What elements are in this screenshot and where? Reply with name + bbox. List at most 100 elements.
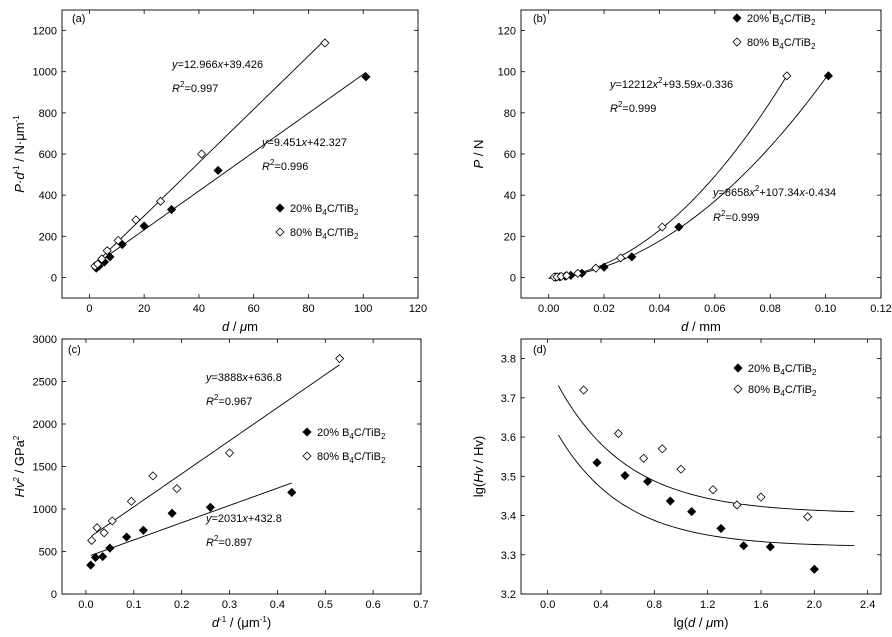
x-tick-label: 2.4 <box>860 599 875 611</box>
text-run: ) <box>267 615 271 630</box>
y-axis-label: P / N <box>471 140 486 169</box>
y-tick-label: 800 <box>39 108 57 120</box>
data-point-series-2 <box>99 528 109 538</box>
data-point-series-1 <box>105 252 115 262</box>
text-run: x <box>748 187 755 199</box>
text-run: / N·μm <box>12 122 27 165</box>
legend-marker <box>732 37 742 47</box>
text-run: 2 <box>354 232 359 241</box>
text-run: y <box>205 372 213 384</box>
data-point-series-1 <box>287 487 297 497</box>
text-run: =0.999 <box>725 212 759 224</box>
legend-label: 20% B4C/TiB2 <box>317 427 386 441</box>
data-point-series-2 <box>676 464 686 474</box>
r-squared-text: R2=0.999 <box>713 209 759 224</box>
x-tick-label: 2.0 <box>807 599 822 611</box>
text-run: -1 <box>12 115 21 123</box>
x-tick-label: 0.0 <box>78 599 93 611</box>
text-run: lg( <box>674 615 689 630</box>
y-tick-label: 3.7 <box>501 393 516 405</box>
x-tick-label: 0 <box>86 303 92 315</box>
text-run: R <box>610 103 618 115</box>
x-tick-label: 0.8 <box>647 599 662 611</box>
x-tick-label: 20 <box>138 303 150 315</box>
text-run: 2 <box>214 534 219 543</box>
x-tick-label: 0.04 <box>649 303 670 315</box>
text-run: -1 <box>219 615 227 624</box>
text-run: 2 <box>214 393 219 402</box>
text-run: 2 <box>811 42 816 51</box>
data-point-series-1 <box>643 476 653 486</box>
text-run: m) <box>713 615 728 630</box>
y-tick-label: 20 <box>504 231 516 243</box>
chart-panel-2: 0.00 0.02 0.04 0.06 0.08 0.10 0.12 0 20 40 60 80 100… <box>471 9 892 334</box>
data-point-series-2 <box>616 253 626 263</box>
text-run: x <box>695 79 702 91</box>
y-tick-label: 400 <box>39 190 57 202</box>
data-point-series-1 <box>205 502 215 512</box>
data-point-series-2 <box>708 485 718 495</box>
text-run: -1 <box>12 165 21 173</box>
equation-text: y=3888x+636.8 <box>205 372 282 384</box>
chart-panel-3: 0.0 0.1 0.2 0.3 0.4 0.5 0.6 0.7 0 500 1000 1500 2000… <box>12 334 429 630</box>
equation-text: y=9.451x+42.327 <box>261 137 347 149</box>
text-run: 2 <box>811 18 816 27</box>
y-tick-label: 3.5 <box>501 471 516 483</box>
equation-text: y=12212x2+93.59x-0.336 <box>609 76 733 91</box>
text-run: =0.997 <box>184 83 218 95</box>
text-run: / N <box>471 140 486 160</box>
text-run: 20% B <box>747 13 779 25</box>
fit-line-series-1 <box>90 482 292 556</box>
x-axis-label: d / μm <box>222 319 258 334</box>
plot-frame <box>520 338 882 595</box>
data-point-series-1 <box>665 496 675 506</box>
y-tick-label: 3.6 <box>501 432 516 444</box>
text-run: =0.996 <box>274 161 308 173</box>
text-run: x <box>652 79 659 91</box>
fit-line-series-1 <box>94 71 367 266</box>
text-run: P <box>471 159 486 168</box>
x-tick-label: 0.00 <box>538 303 559 315</box>
text-run: d <box>12 172 27 180</box>
text-run: Hv <box>471 465 486 482</box>
text-run: y <box>171 59 179 71</box>
text-run: d <box>681 319 689 334</box>
text-run: 2 <box>755 184 760 193</box>
panel-label: (c) <box>68 344 81 356</box>
text-run: 2 <box>721 209 726 218</box>
legend-label: 20% B4C/TiB2 <box>747 13 816 27</box>
legend-label: 20% B4C/TiB2 <box>748 363 817 377</box>
x-tick-label: 0.6 <box>365 599 380 611</box>
legend-marker <box>732 13 742 23</box>
text-run: R <box>262 161 270 173</box>
text-run: -0.336 <box>702 79 733 91</box>
text-run: C/TiB <box>354 451 381 463</box>
y-tick-label: 2500 <box>33 377 57 389</box>
x-tick-label: 0.12 <box>870 303 891 315</box>
text-run: +107.34 <box>759 187 799 199</box>
legend-marker <box>302 451 312 461</box>
data-point-series-1 <box>167 508 177 518</box>
fit-line-series-2 <box>557 385 855 513</box>
text-run: =9.451 <box>268 137 302 149</box>
data-point-series-2 <box>657 444 667 454</box>
text-run: C/TiB <box>327 227 354 239</box>
data-point-series-2 <box>148 471 158 481</box>
text-run: +93.59 <box>662 79 696 91</box>
data-point-series-1 <box>166 204 177 215</box>
y-tick-label: 600 <box>39 149 57 161</box>
data-point-series-2 <box>732 500 742 510</box>
x-tick-label: 0.3 <box>222 599 237 611</box>
data-point-series-2 <box>131 215 141 225</box>
y-tick-label: 0 <box>51 272 57 284</box>
x-tick-label: 40 <box>193 303 205 315</box>
text-run: 2 <box>812 368 817 377</box>
text-run: 2 <box>180 80 185 89</box>
text-run: μ <box>239 319 247 334</box>
text-run: =8658 <box>719 187 750 199</box>
text-run: 2 <box>270 158 275 167</box>
r-squared-text: R2=0.897 <box>206 534 252 549</box>
text-run: y <box>609 79 617 91</box>
data-point-series-2 <box>639 453 649 463</box>
